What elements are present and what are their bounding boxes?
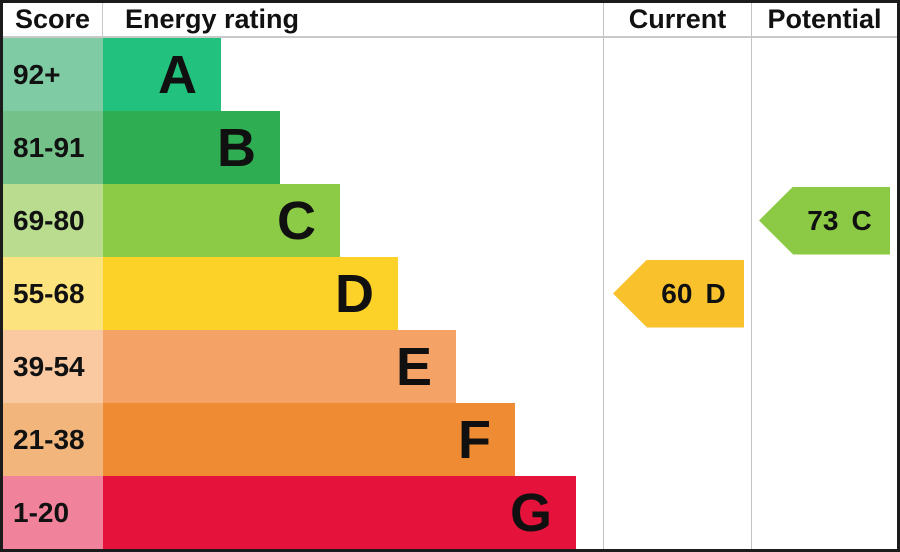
band-letter: A bbox=[158, 44, 197, 105]
score-range: 55-68 bbox=[3, 257, 103, 330]
band-letter: G bbox=[509, 482, 552, 543]
rating-bar-b: B bbox=[103, 111, 280, 184]
current-column-header: Current bbox=[604, 3, 751, 38]
potential-rating-marker: 73 C bbox=[759, 186, 890, 255]
rating-bar-a: A bbox=[103, 38, 221, 111]
band-row-c: 69-80 C bbox=[3, 184, 603, 257]
band-letter: B bbox=[217, 117, 256, 178]
score-range: 39-54 bbox=[3, 330, 103, 403]
rating-bar-f: F bbox=[103, 403, 515, 476]
band-row-d: 55-68 D bbox=[3, 257, 603, 330]
band-row-g: 1-20 G bbox=[3, 476, 603, 549]
energy-rating-section: Score Energy rating 92+ A 81-91 B 69-80 … bbox=[3, 3, 603, 549]
score-range: 92+ bbox=[3, 38, 103, 111]
potential-rating-band: C bbox=[851, 204, 872, 236]
score-range: 21-38 bbox=[3, 403, 103, 476]
current-rating-value: 60 bbox=[661, 277, 693, 309]
rating-bar-g: G bbox=[103, 476, 576, 549]
rating-bar-e: E bbox=[103, 330, 456, 403]
band-row-f: 21-38 F bbox=[3, 403, 603, 476]
score-column-header: Score bbox=[3, 3, 103, 36]
score-range: 1-20 bbox=[3, 476, 103, 549]
current-rating-band: D bbox=[705, 277, 726, 309]
table-header-row: Score Energy rating bbox=[3, 3, 603, 38]
score-range: 69-80 bbox=[3, 184, 103, 257]
band-letter: E bbox=[395, 336, 432, 397]
rating-bar-d: D bbox=[103, 257, 398, 330]
band-letter: F bbox=[458, 409, 491, 470]
band-letter: C bbox=[277, 190, 316, 251]
current-column: Current 60 D bbox=[603, 3, 751, 549]
potential-rating-value: 73 bbox=[807, 204, 839, 236]
potential-column-header: Potential bbox=[752, 3, 897, 38]
rating-bar-c: C bbox=[103, 184, 340, 257]
energy-rating-column-header: Energy rating bbox=[125, 4, 300, 34]
band-row-e: 39-54 E bbox=[3, 330, 603, 403]
band-row-b: 81-91 B bbox=[3, 111, 603, 184]
band-letter: D bbox=[335, 263, 374, 324]
band-row-a: 92+ A bbox=[3, 38, 603, 111]
potential-column: Potential 73 C bbox=[751, 3, 897, 549]
score-range: 81-91 bbox=[3, 111, 103, 184]
current-rating-marker: 60 D bbox=[613, 259, 744, 328]
